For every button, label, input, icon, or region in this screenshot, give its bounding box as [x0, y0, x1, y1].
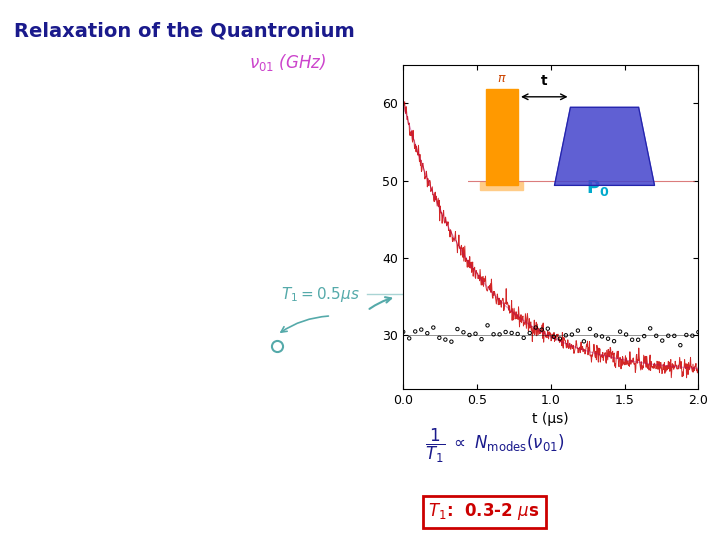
Point — [644, 324, 656, 333]
Point — [469, 329, 481, 338]
Point — [657, 336, 668, 345]
Point — [518, 334, 529, 342]
Point — [512, 329, 523, 338]
Point — [548, 333, 559, 341]
Point — [572, 326, 584, 335]
Point — [530, 323, 541, 332]
Point — [458, 328, 469, 336]
Text: $\mathbf{P_0}$: $\mathbf{P_0}$ — [586, 178, 610, 198]
Point — [410, 327, 421, 336]
Point — [482, 321, 493, 330]
Point — [524, 329, 536, 338]
Point — [397, 328, 409, 336]
Point — [626, 335, 638, 344]
Point — [669, 332, 680, 340]
Point — [687, 332, 698, 340]
Point — [680, 330, 692, 339]
X-axis label: t (μs): t (μs) — [533, 412, 569, 426]
Point — [662, 332, 674, 340]
Point — [433, 334, 445, 342]
Point — [464, 330, 475, 339]
Point — [566, 330, 577, 339]
Text: $T_1$:  0.3-2 $\mu$s: $T_1$: 0.3-2 $\mu$s — [428, 502, 540, 522]
Point — [590, 331, 602, 340]
Point — [554, 334, 566, 343]
Point — [693, 328, 704, 336]
Text: Relaxation of the Quantronium: Relaxation of the Quantronium — [14, 22, 355, 40]
Point — [440, 335, 451, 344]
Text: $T_1=0.5\mu s$: $T_1=0.5\mu s$ — [281, 285, 360, 304]
Point — [488, 330, 500, 339]
Text: $\pi$: $\pi$ — [498, 72, 507, 85]
Point — [608, 337, 620, 346]
Point — [584, 325, 595, 333]
Point — [415, 325, 427, 334]
Point — [446, 338, 457, 346]
Point — [542, 325, 554, 333]
Point — [614, 327, 626, 336]
Point — [650, 332, 662, 340]
Point — [639, 332, 650, 340]
Point — [621, 330, 632, 339]
Point — [421, 329, 433, 338]
Point — [632, 335, 644, 344]
Text: $\nu_{01}$ (GHz): $\nu_{01}$ (GHz) — [249, 52, 327, 72]
Point — [428, 323, 439, 332]
Bar — [480, 183, 523, 190]
Point — [560, 331, 572, 340]
Text: t: t — [541, 74, 548, 88]
Point — [675, 341, 686, 349]
Point — [500, 328, 511, 336]
Point — [596, 332, 608, 341]
Point — [494, 330, 505, 339]
Point — [403, 334, 415, 343]
Point — [578, 337, 590, 346]
Point — [506, 329, 518, 338]
Point — [602, 334, 613, 343]
Polygon shape — [554, 107, 654, 185]
Point — [476, 335, 487, 343]
Bar — [486, 89, 518, 185]
Point — [451, 325, 463, 333]
Text: $\dfrac{1}{T_1}\ \propto\ N_{\rm modes}(\nu_{01})$: $\dfrac{1}{T_1}\ \propto\ N_{\rm modes}(… — [425, 427, 564, 464]
Point — [536, 325, 547, 334]
